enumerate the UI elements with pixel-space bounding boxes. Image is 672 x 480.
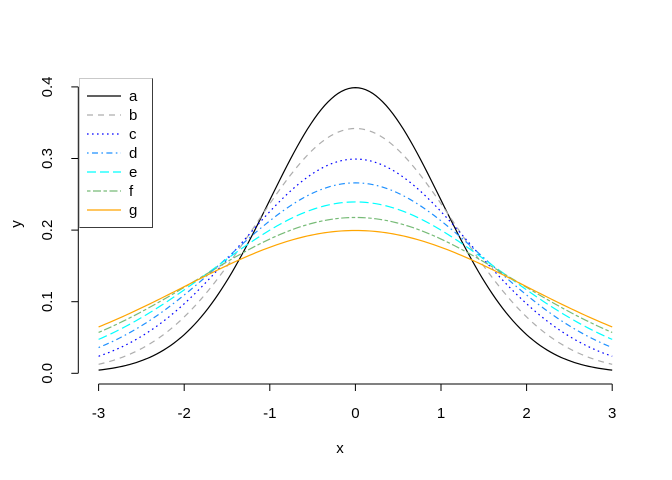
x-tick-label: -1 xyxy=(263,405,276,422)
y-axis-title: y xyxy=(8,220,25,228)
curve-a xyxy=(98,87,613,371)
legend-item-f: f xyxy=(80,182,152,201)
y-tick-label: 0.3 xyxy=(39,148,56,169)
y-tick-label: 0.2 xyxy=(39,220,56,241)
legend-swatch-b xyxy=(87,114,121,116)
x-tick-label: 1 xyxy=(437,405,445,422)
legend-label-d: d xyxy=(129,144,138,162)
legend-item-g: g xyxy=(80,201,152,220)
y-tick-label: 0.4 xyxy=(39,76,56,97)
legend-swatch-f xyxy=(87,190,121,192)
x-tick-label: 0 xyxy=(351,405,359,422)
y-tick-label: 0.0 xyxy=(39,363,56,384)
legend-label-g: g xyxy=(129,201,138,219)
axes-group: -3 -2 -1 0 1 2 3 0.0 0.1 0.2 0.3 0.4 xyxy=(39,76,616,422)
x-tick-label: -2 xyxy=(178,405,191,422)
legend-label-b: b xyxy=(129,106,138,124)
legend-label-a: a xyxy=(129,87,138,105)
curve-g xyxy=(98,229,613,328)
legend-label-e: e xyxy=(129,163,138,181)
curve-d xyxy=(98,182,613,349)
curve-f xyxy=(98,216,613,334)
x-tick-label: 2 xyxy=(522,405,530,422)
curves-group xyxy=(98,87,613,371)
legend-item-e: e xyxy=(80,163,152,182)
legend-swatch-d xyxy=(87,152,121,154)
legend-label-f: f xyxy=(129,182,134,200)
x-tick-label: 3 xyxy=(608,405,616,422)
curve-b xyxy=(98,127,613,365)
x-axis-title: x xyxy=(336,440,344,457)
legend-label-c: c xyxy=(129,125,137,143)
y-tick-label: 0.1 xyxy=(39,291,56,312)
legend-swatch-a xyxy=(87,95,121,97)
legend-item-c: c xyxy=(80,125,152,144)
legend-swatch-c xyxy=(87,133,121,135)
legend-swatch-e xyxy=(87,171,121,173)
legend-item-d: d xyxy=(80,144,152,163)
legend-item-a: a xyxy=(80,87,152,106)
legend-swatch-g xyxy=(87,209,121,211)
x-tick-label: -3 xyxy=(92,405,105,422)
curve-e xyxy=(98,201,613,340)
curve-c xyxy=(98,158,613,357)
legend-item-b: b xyxy=(80,106,152,125)
